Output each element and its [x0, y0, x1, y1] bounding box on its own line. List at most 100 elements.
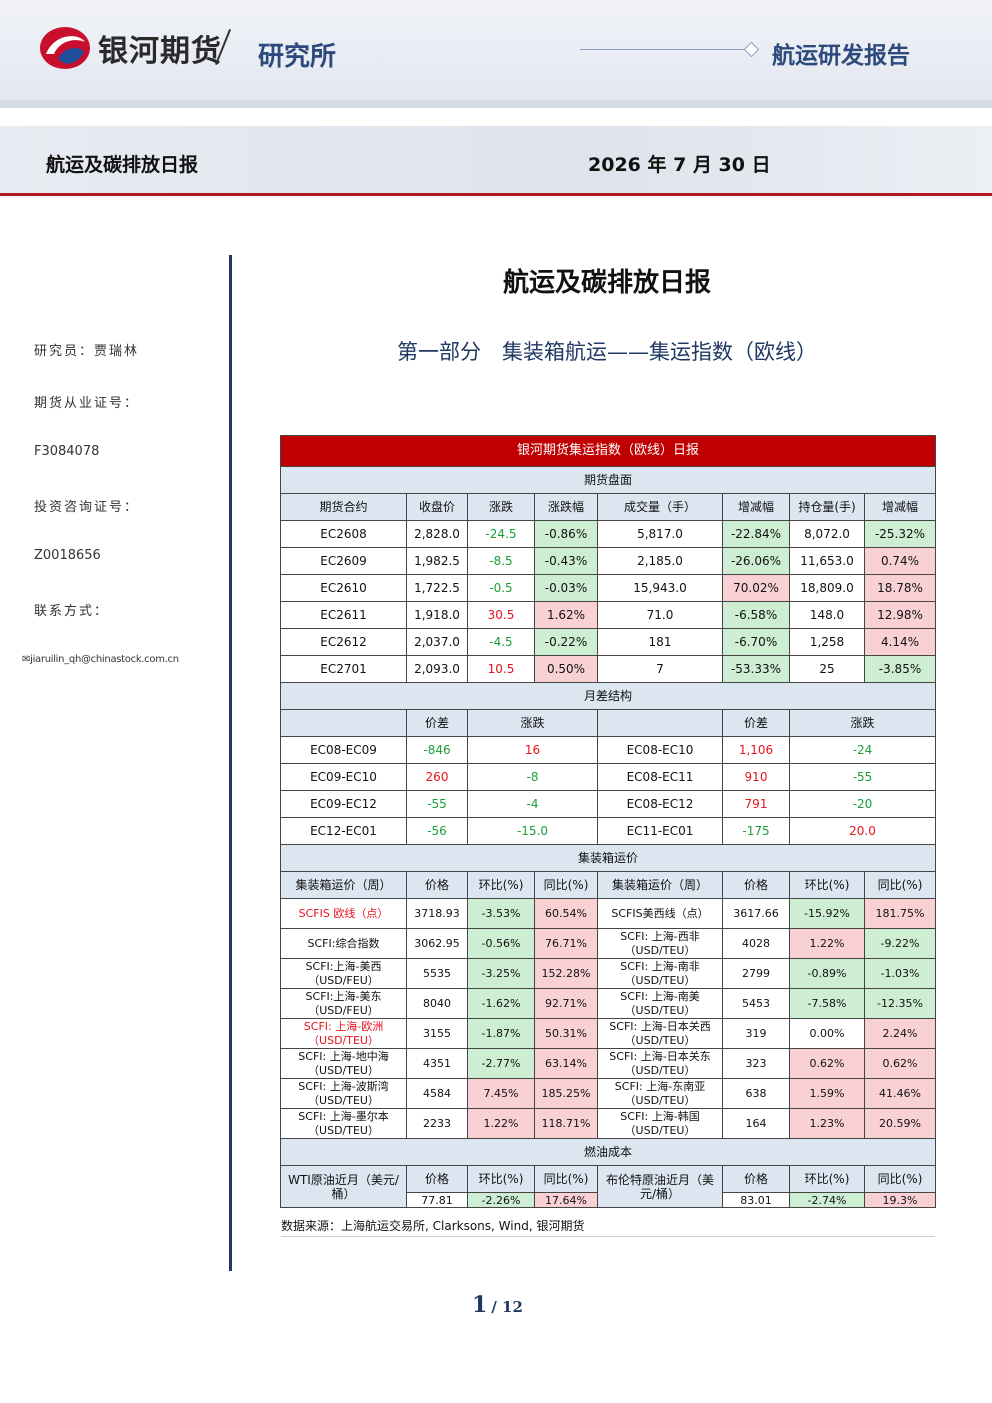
brand: 银河期货 [98, 34, 222, 69]
cell: 25 [789, 655, 865, 683]
cell: -2.26% [467, 1192, 535, 1208]
cell: -6.58% [722, 601, 790, 629]
cell: -2.77% [467, 1048, 535, 1079]
page-number: 1/ 12 [472, 1292, 523, 1318]
header-cell: 增减幅 [722, 493, 790, 521]
cell: 3617.66 [722, 898, 790, 929]
cell: 185.25% [534, 1078, 598, 1109]
cell: 1,918.0 [406, 601, 468, 629]
cell: 2233 [406, 1108, 468, 1139]
cell: -12.35% [863, 988, 937, 1019]
cell: 16 [467, 736, 598, 764]
cell: 15,943.0 [597, 574, 723, 602]
header-cell: 环比(%) [467, 1165, 535, 1193]
header-cell: 价差 [406, 709, 468, 737]
title-row: 银河期货集运指数（欧线）日报 [279, 435, 937, 467]
contact-label: 联系方式： [34, 604, 110, 619]
cell: 4028 [722, 928, 790, 959]
cell: -6.70% [722, 628, 790, 656]
division: 研究所 [258, 42, 337, 72]
cell: -8 [467, 763, 598, 791]
cell: -7.58% [789, 988, 865, 1019]
cell: 18,809.0 [789, 574, 865, 602]
cell: -9.22% [863, 928, 937, 959]
header-cell: 价格 [722, 871, 790, 899]
cell: 19.3% [863, 1192, 937, 1208]
header-cell: 涨跌 [788, 709, 937, 737]
cell: 2799 [722, 958, 790, 989]
cell: EC12-EC01 [280, 817, 407, 845]
cell: SCFI: 上海-墨尔本（USD/TEU） [280, 1108, 407, 1139]
cell: 63.14% [534, 1048, 598, 1079]
cell: 1,982.5 [406, 547, 468, 575]
cell: 20.59% [863, 1108, 937, 1139]
cell: SCFI: 上海-日本关西（USD/TEU） [597, 1018, 723, 1049]
cell: 71.0 [597, 601, 723, 629]
cell: -24.5 [467, 520, 535, 548]
cell: 791 [722, 790, 790, 818]
cell: 4584 [406, 1078, 468, 1109]
header-cell: WTI原油近月（美元/桶） [280, 1165, 407, 1208]
data-row: EC09-EC12 -55 -4 EC08-EC12 791 -20 [280, 790, 937, 818]
cell: EC08-EC10 [597, 736, 723, 764]
cell: 2,828.0 [406, 520, 468, 548]
header-cell: 价差 [722, 709, 790, 737]
header-cell: 环比(%) [789, 871, 865, 899]
cell: -26.06% [722, 547, 790, 575]
cell: 319 [722, 1018, 790, 1049]
cell: -3.85% [863, 655, 937, 683]
cell: EC09-EC10 [280, 763, 407, 791]
header-cell [280, 709, 407, 737]
cell: SCFI: 上海-波斯湾（USD/TEU） [280, 1078, 407, 1109]
cell: 8,072.0 [789, 520, 865, 548]
cell: -55 [406, 790, 468, 818]
cell: -2.74% [789, 1192, 865, 1208]
cell: 1.59% [789, 1078, 865, 1109]
cell: 11,653.0 [789, 547, 865, 575]
cell: 152.28% [534, 958, 598, 989]
sidebar-rule [229, 255, 232, 1271]
header-row: 期货合约 收盘价 涨跌 涨跌幅 成交量（手） 增减幅 持仓量(手) 增减幅 [280, 493, 937, 521]
header-cell: 布伦特原油近月（美元/桶） [597, 1165, 723, 1208]
cell: EC2608 [280, 520, 407, 548]
cell: EC08-EC12 [597, 790, 723, 818]
data-row: SCFI: 上海-波斯湾（USD/TEU） 4584 7.45% 185.25% SCF… [280, 1078, 937, 1109]
header-cell [597, 709, 723, 737]
cell: 0.62% [789, 1048, 865, 1079]
cell: 41.46% [863, 1078, 937, 1109]
email: ✉jiaruilin_qh@chinastock.com.cn [22, 654, 179, 665]
cell: -1.62% [467, 988, 535, 1019]
data-row: EC08-EC09 -846 16 EC08-EC10 1,106 -24 [280, 736, 937, 764]
cell: 260 [406, 763, 468, 791]
header-cell: 成交量（手） [597, 493, 723, 521]
data-row: SCFIS 欧线（点） 3718.93 -3.53% 60.54% SCFIS美西线（点… [280, 898, 937, 929]
header-cell: 同比(%) [863, 871, 937, 899]
cell: SCFI: 上海-地中海（USD/TEU） [280, 1048, 407, 1079]
cell: SCFI: 上海-欧洲（USD/TEU） [280, 1018, 407, 1049]
cell: 638 [722, 1078, 790, 1109]
logo [40, 27, 90, 69]
header-cell: 环比(%) [467, 871, 535, 899]
cell: -24 [788, 736, 937, 764]
cell: 4351 [406, 1048, 468, 1079]
header-cell: 涨跌幅 [534, 493, 598, 521]
header-cell: 集装箱运价（周） [597, 871, 723, 899]
section-title: 期货盘面 [279, 466, 937, 494]
header-cell: 涨跌 [467, 493, 535, 521]
cell: 3155 [406, 1018, 468, 1049]
cell: 10.5 [467, 655, 535, 683]
page-total: / 12 [491, 1298, 523, 1316]
cell: EC2612 [280, 628, 407, 656]
header-row: 价差 涨跌 价差 涨跌 [280, 709, 937, 737]
cell: 0.00% [789, 1018, 865, 1049]
cell: EC09-EC12 [280, 790, 407, 818]
cell: -0.86% [534, 520, 598, 548]
cell: 910 [722, 763, 790, 791]
cell: -3.25% [467, 958, 535, 989]
email-text: jiaruilin_qh@chinastock.com.cn [30, 654, 179, 665]
header: 银河期货 研究所 航运研发报告 [0, 0, 992, 108]
header-cell: 增减幅 [863, 493, 937, 521]
cell: 3718.93 [406, 898, 468, 929]
cell: -0.5 [467, 574, 535, 602]
